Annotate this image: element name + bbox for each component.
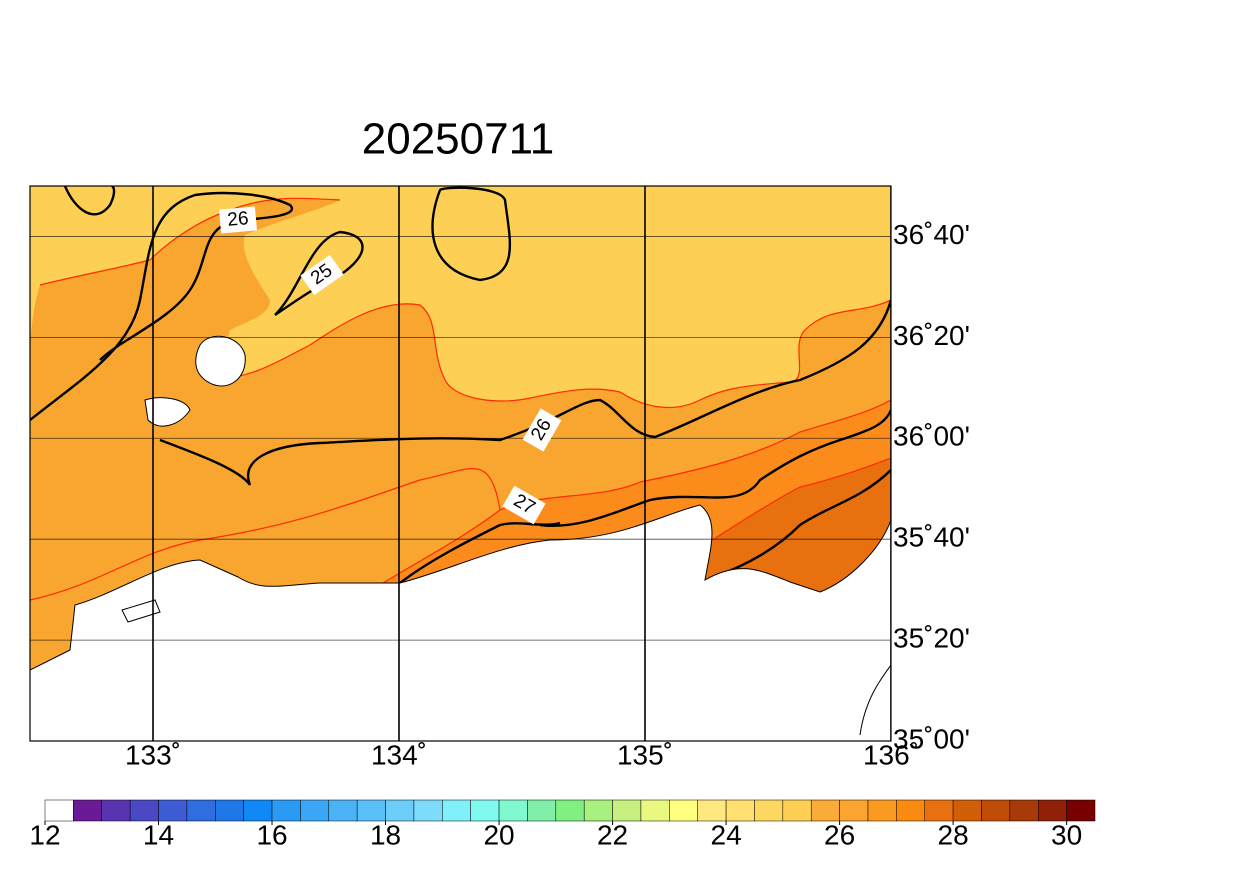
colorbar-bin (186, 799, 216, 822)
colorbar-bin (952, 799, 982, 822)
colorbar-bin (839, 799, 869, 822)
colorbar-bin (981, 799, 1011, 822)
map-frame (29, 185, 892, 742)
island (144, 397, 191, 427)
colorbar-bin (583, 799, 613, 822)
colorbar-bin (442, 799, 471, 822)
colorbar-label: 20 (483, 819, 514, 850)
colorbar-label: 24 (711, 819, 742, 850)
land (30, 504, 891, 741)
colorbar-bin (1066, 799, 1096, 822)
latitude-label: 36˚20' (893, 320, 970, 351)
colorbar-bin (725, 799, 755, 822)
colorbar-bin (1009, 799, 1039, 822)
island (195, 335, 246, 387)
graticule (30, 186, 891, 741)
longitude-label: 133˚ (125, 739, 181, 770)
colorbar-bin (1037, 799, 1067, 822)
colorbar-bin (44, 799, 74, 822)
colorbar-bin (810, 799, 840, 822)
colorbar-label: 12 (29, 819, 60, 850)
colorbar-bin (101, 799, 131, 822)
colorbar-label: 22 (597, 819, 628, 850)
colorbar-bin (385, 799, 415, 822)
colorbar-bin (158, 799, 188, 822)
colorbar-bin (754, 799, 784, 822)
colorbar-bin (924, 799, 954, 822)
colorbar-label: 28 (938, 819, 969, 850)
island (121, 599, 161, 623)
map-area: 26 25 26 27 (30, 186, 891, 741)
longitude-label: 134˚ (371, 739, 427, 770)
colorbar-bin (300, 799, 330, 822)
longitude-label: 135˚ (617, 739, 673, 770)
latitude-label: 35˚40' (893, 522, 970, 553)
colorbar-bin (697, 799, 727, 822)
axis-labels: 133˚ 134˚ 135˚ 136˚35˚00' 35˚20' 35˚40' 36˚00'… (125, 219, 970, 771)
colorbar-label: 30 (1051, 819, 1082, 850)
colorbar-label: 16 (256, 819, 287, 850)
map-title: 20250711 (362, 115, 555, 164)
colorbar: 12 14 16 18 20 22 24 26 28 30 (29, 799, 1096, 850)
colorbar-bin (669, 799, 698, 822)
red-contours (30, 197, 891, 601)
colorbar-bin (527, 799, 557, 822)
colorbar-bin (73, 799, 103, 822)
sea-25 (30, 186, 891, 408)
colorbar-bin (640, 799, 670, 822)
colorbar-bin (243, 799, 273, 822)
colorbar-bin (129, 799, 159, 822)
latitude-label: 35˚00' (893, 723, 970, 754)
longitude-label: 136˚ (863, 739, 919, 770)
colorbar-bin (215, 799, 244, 822)
colorbar-label: 18 (370, 819, 401, 850)
black-contours (30, 186, 891, 584)
colorbar-bin (782, 799, 812, 822)
colorbar-label: 14 (143, 819, 174, 850)
colorbar-label: 26 (824, 819, 855, 850)
colorbar-bin (356, 799, 386, 822)
colorbar-bin (328, 799, 358, 822)
colorbar-bin (413, 799, 443, 822)
colorbar-bin (867, 799, 897, 822)
latitude-label: 36˚40' (893, 219, 970, 250)
latitude-label: 36˚00' (893, 421, 970, 452)
colorbar-bin (555, 799, 585, 822)
latitude-label: 35˚20' (893, 622, 970, 653)
colorbar-bin (271, 799, 301, 822)
colorbar-bin (498, 799, 528, 822)
colorbar-bin (896, 799, 925, 822)
colorbar-bin (470, 799, 500, 822)
island (859, 664, 891, 736)
colorbar-bin (612, 799, 642, 822)
contour-label: 26 (227, 208, 250, 231)
